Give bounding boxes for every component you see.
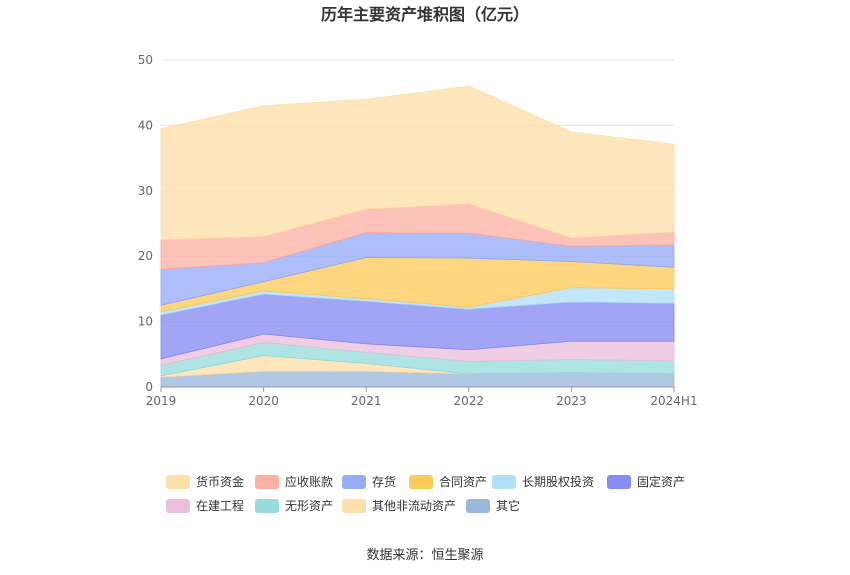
legend-label: 其他非流动资产 bbox=[372, 499, 456, 513]
legend-swatch bbox=[255, 475, 279, 489]
area-货币资金 bbox=[160, 85, 675, 241]
area-series bbox=[160, 85, 675, 388]
legend-swatch bbox=[492, 475, 516, 489]
legend-label: 存货 bbox=[372, 474, 396, 489]
legend-swatch bbox=[166, 475, 190, 489]
data-source-label: 数据来源：恒生聚源 bbox=[366, 548, 483, 563]
legend-item[interactable]: 长期股权投资 bbox=[492, 474, 594, 489]
legend-label: 其它 bbox=[496, 498, 520, 513]
legend-swatch bbox=[466, 499, 490, 513]
legend-label: 应收账款 bbox=[285, 474, 333, 489]
legend-label: 固定资产 bbox=[637, 474, 685, 489]
legend-swatch bbox=[255, 499, 279, 513]
legend-item[interactable]: 合同资产 bbox=[409, 474, 487, 489]
legend-swatch bbox=[607, 475, 631, 489]
x-tick-label: 2023 bbox=[556, 394, 587, 408]
y-tick-label: 30 bbox=[138, 184, 153, 198]
legend-item[interactable]: 其他非流动资产 bbox=[342, 499, 456, 513]
legend-item[interactable]: 固定资产 bbox=[607, 474, 685, 489]
legend-label: 长期股权投资 bbox=[522, 474, 594, 489]
legend-item[interactable]: 在建工程 bbox=[166, 498, 244, 513]
legend-swatch bbox=[166, 499, 190, 513]
legend-item[interactable]: 存货 bbox=[342, 474, 396, 489]
y-tick-label: 20 bbox=[138, 249, 153, 263]
y-tick-label: 50 bbox=[138, 53, 153, 67]
legend-swatch bbox=[409, 475, 433, 489]
legend-item[interactable]: 无形资产 bbox=[255, 499, 333, 513]
legend-label: 货币资金 bbox=[196, 474, 244, 489]
legend-swatch bbox=[342, 475, 366, 489]
legend-label: 无形资产 bbox=[285, 499, 333, 513]
x-tick-label: 2024H1 bbox=[650, 394, 697, 408]
legend-label: 在建工程 bbox=[196, 498, 244, 513]
x-tick-label: 2019 bbox=[146, 394, 177, 408]
x-tick-label: 2020 bbox=[248, 394, 279, 408]
x-tick-label: 2022 bbox=[454, 394, 485, 408]
area-其它 bbox=[160, 370, 675, 388]
legend-item[interactable]: 应收账款 bbox=[255, 474, 333, 489]
y-tick-label: 40 bbox=[138, 118, 153, 132]
chart-title: 历年主要资产堆积图（亿元） bbox=[321, 5, 529, 24]
x-tick-label: 2021 bbox=[351, 394, 382, 408]
y-tick-label: 10 bbox=[138, 315, 153, 329]
axes: 0 10 20 30 40 50 2019 2020 2021 2022 2023 2024H1 bbox=[138, 53, 698, 408]
legend-item[interactable]: 其它 bbox=[466, 498, 520, 513]
legend-label: 合同资产 bbox=[439, 474, 487, 489]
y-tick-label: 0 bbox=[145, 380, 153, 394]
legend-item[interactable]: 货币资金 bbox=[166, 474, 244, 489]
legend-swatch bbox=[342, 499, 366, 513]
